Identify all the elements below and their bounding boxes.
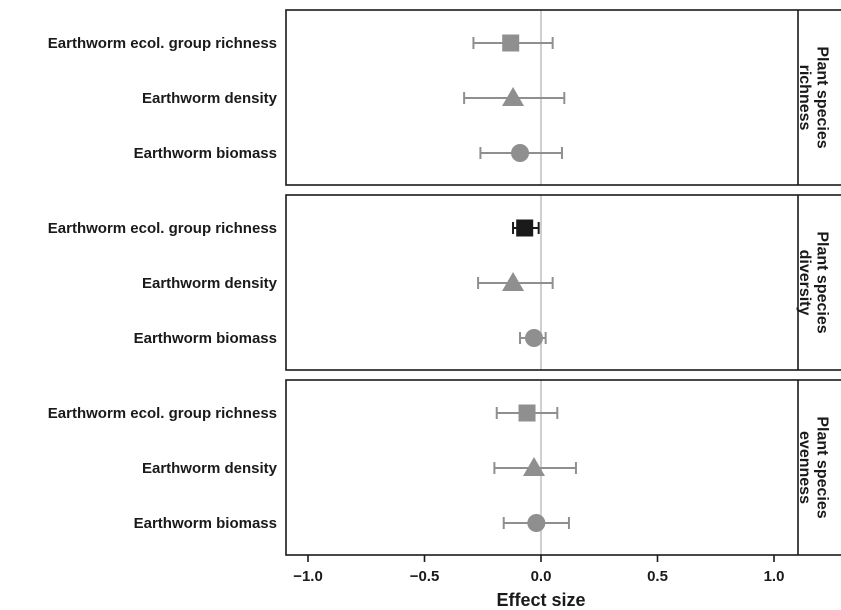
strip-label: Plant speciesevenness (796, 416, 831, 518)
x-tick-label: −0.5 (410, 568, 440, 585)
row-label: Earthworm biomass (134, 515, 277, 532)
row-label: Earthworm density (142, 90, 278, 107)
row-label: Earthworm ecol. group richness (48, 220, 277, 237)
row-label: Earthworm ecol. group richness (48, 405, 277, 422)
row-label: Earthworm biomass (134, 145, 277, 162)
x-tick-label: 0.5 (647, 568, 668, 585)
strip-label-line: richness (796, 65, 813, 131)
panel-frame (285, 194, 841, 371)
x-axis-label: Effect size (496, 590, 585, 610)
x-tick-label: 0.0 (531, 568, 552, 585)
point-circle (527, 514, 546, 532)
panel-frame (285, 379, 841, 556)
strip-label-line: Plant species (814, 46, 831, 148)
x-tick-label: 1.0 (764, 568, 785, 585)
point-square (516, 219, 534, 237)
point-circle (525, 329, 544, 347)
point-circle (511, 144, 530, 162)
strip-label-line: Plant species (814, 231, 831, 333)
strip-label: Plant speciesrichness (796, 46, 831, 148)
row-label: Earthworm density (142, 275, 278, 292)
row-label: Earthworm density (142, 460, 278, 477)
point-square (502, 34, 520, 52)
point-square (518, 404, 536, 422)
point-triangle (523, 457, 546, 476)
row-label: Earthworm biomass (134, 330, 277, 347)
point-triangle (502, 87, 525, 106)
strip-label-line: Plant species (814, 416, 831, 518)
strip-label-line: diversity (796, 250, 813, 316)
x-tick-label: −1.0 (293, 568, 323, 585)
strip-label-line: evenness (796, 431, 813, 504)
row-label: Earthworm ecol. group richness (48, 35, 277, 52)
strip-label: Plant speciesdiversity (796, 231, 831, 333)
point-triangle (502, 272, 525, 291)
panel-frame (285, 9, 841, 186)
